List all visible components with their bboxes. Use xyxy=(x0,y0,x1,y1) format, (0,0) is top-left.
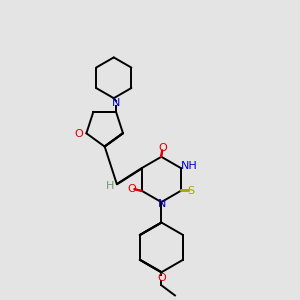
Text: NH: NH xyxy=(181,161,197,171)
Text: H: H xyxy=(106,181,115,191)
Text: S: S xyxy=(187,186,194,196)
Text: O: O xyxy=(157,273,166,283)
Text: O: O xyxy=(128,184,136,194)
Text: N: N xyxy=(158,199,166,209)
Text: O: O xyxy=(75,129,83,140)
Text: O: O xyxy=(159,143,167,153)
Text: N: N xyxy=(112,98,120,108)
